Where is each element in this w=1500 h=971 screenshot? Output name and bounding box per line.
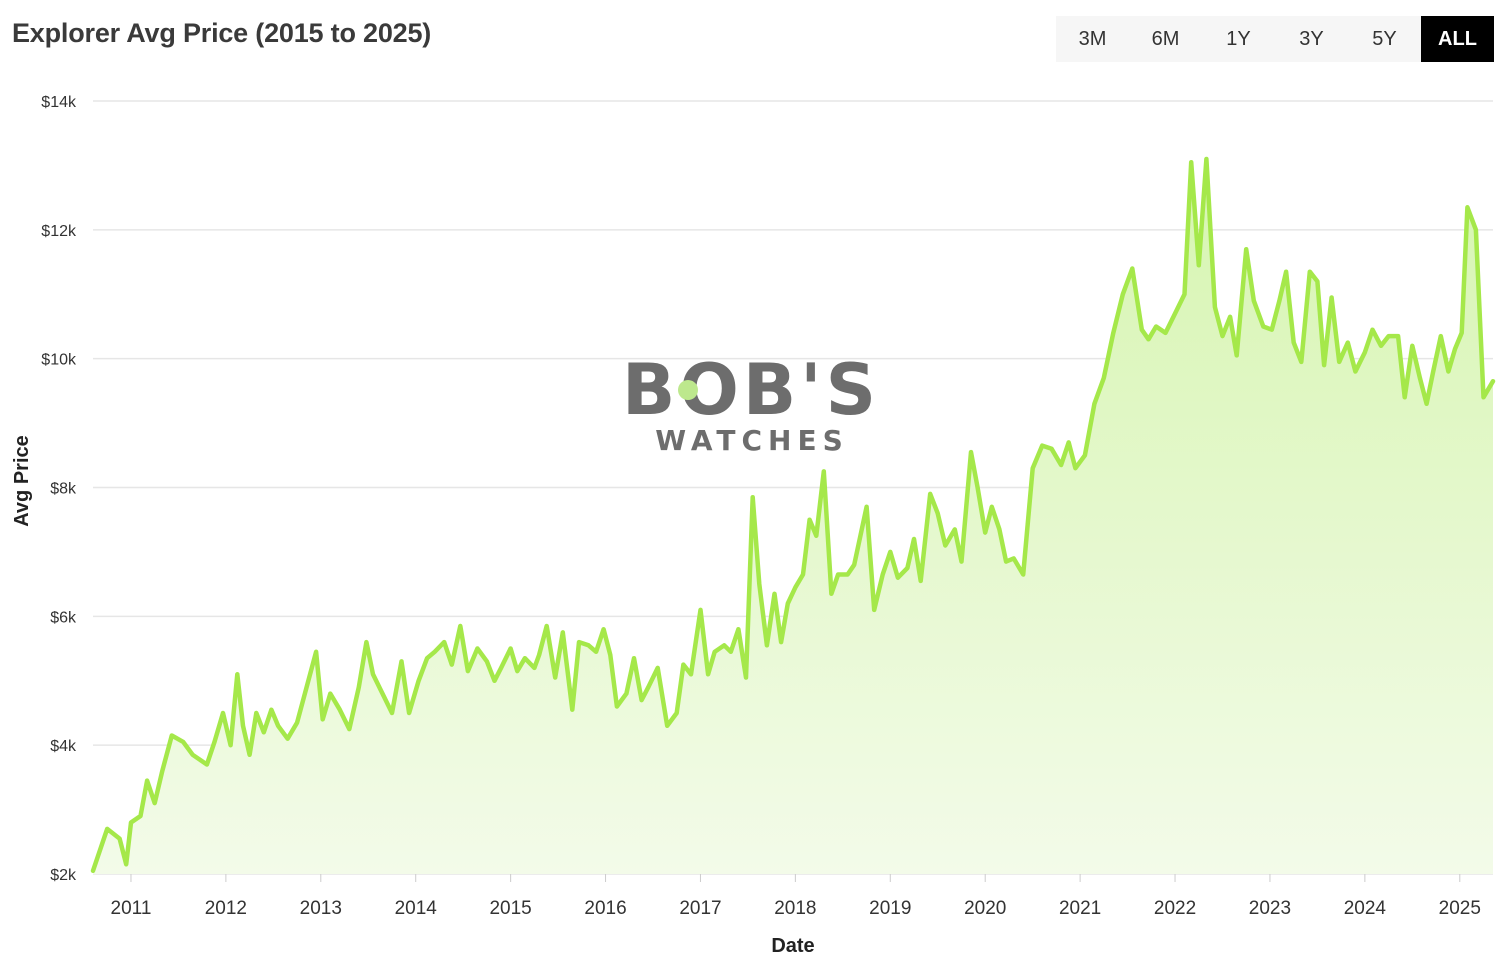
watermark-line2: WATCHES: [655, 424, 849, 457]
bobs-watches-watermark: BOB'S WATCHES: [622, 349, 880, 457]
x-tick-label: 2021: [1059, 898, 1101, 919]
y-tick-label: $4k: [50, 738, 77, 755]
x-tick-label: 2024: [1344, 898, 1387, 919]
price-line: [90, 156, 1496, 874]
range-1y-button[interactable]: 1Y: [1226, 27, 1251, 50]
x-tick-label: 2016: [584, 898, 626, 919]
x-tick-label: 2015: [489, 898, 531, 919]
x-tick-label: 2020: [964, 898, 1006, 919]
y-tick-label: $14k: [41, 94, 77, 111]
y-tick-label: $2k: [50, 867, 77, 884]
x-tick-label: 2013: [300, 898, 342, 919]
x-axis-title: Date: [771, 935, 814, 957]
y-tick-label: $10k: [41, 352, 77, 369]
price-area-fill: [93, 159, 1493, 874]
range-3m-button[interactable]: 3M: [1078, 27, 1107, 50]
y-tick-label: $12k: [41, 223, 77, 240]
range-3y-button[interactable]: 3Y: [1299, 27, 1324, 50]
x-tick-label: 2014: [395, 898, 438, 919]
x-tick-label: 2023: [1249, 898, 1291, 919]
x-tick-label: 2011: [111, 898, 152, 919]
x-tick-label: 2022: [1154, 898, 1196, 919]
range-5y-button[interactable]: 5Y: [1372, 27, 1397, 50]
time-range-selector: 3M 6M 1Y 3Y 5Y ALL: [1056, 16, 1494, 62]
watermark-line1: BOB'S: [622, 349, 880, 431]
x-tick-label: 2012: [205, 898, 247, 919]
x-axis-labels: 2011 2012 2013 2014 2015 2016 2017 2018 2019 2020…: [111, 874, 1481, 919]
x-tick-label: 2018: [774, 898, 816, 919]
y-tick-label: $6k: [50, 609, 77, 626]
y-tick-label: $8k: [50, 481, 77, 498]
x-tick-label: 2019: [869, 898, 911, 919]
range-6m-button[interactable]: 6M: [1151, 27, 1180, 50]
range-all-button[interactable]: ALL: [1421, 16, 1494, 62]
y-axis-title: Avg Price: [11, 435, 33, 527]
y-axis-labels: $2k $4k $6k $8k $10k $12k $14k: [41, 94, 77, 884]
chart-title: Explorer Avg Price (2015 to 2025): [12, 18, 432, 48]
watermark-accent: [678, 380, 698, 400]
x-tick-label: 2017: [679, 898, 721, 919]
x-tick-label: 2025: [1439, 898, 1481, 919]
